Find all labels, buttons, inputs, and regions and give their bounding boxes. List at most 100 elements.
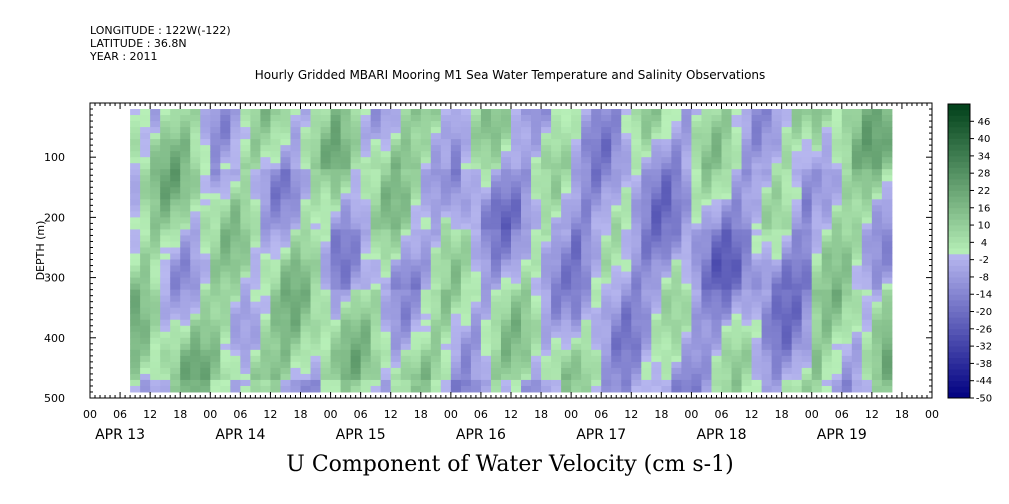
heatmap-cell: [410, 127, 422, 134]
heatmap-cell: [811, 325, 823, 333]
heatmap-cell: [851, 277, 863, 285]
heatmap-cell: [521, 151, 532, 158]
heatmap-cell: [400, 235, 412, 242]
heatmap-cell: [330, 343, 342, 351]
heatmap-cell: [521, 205, 532, 212]
heatmap-cell: [761, 241, 773, 248]
heatmap-cell: [490, 355, 502, 363]
heatmap-cell: [881, 331, 893, 339]
heatmap-cell: [601, 151, 612, 158]
heatmap-cell: [541, 379, 552, 387]
heatmap-cell: [430, 241, 442, 248]
heatmap-cell: [220, 313, 231, 321]
heatmap-cell: [160, 205, 171, 212]
heatmap-cell: [430, 307, 442, 315]
heatmap-cell: [270, 205, 281, 212]
heatmap-cell: [701, 157, 712, 164]
heatmap-cell: [180, 217, 191, 224]
heatmap-cell: [200, 169, 211, 176]
heatmap-cell: [631, 385, 642, 393]
heatmap-cell: [861, 319, 873, 327]
heatmap-cell: [430, 199, 442, 206]
heatmap-cell: [310, 163, 322, 170]
heatmap-cell: [551, 385, 562, 393]
heatmap-cell: [130, 337, 141, 345]
heatmap-cell: [631, 319, 642, 327]
heatmap-cell: [581, 247, 592, 255]
heatmap-cell: [861, 343, 873, 351]
heatmap-cell: [360, 385, 372, 393]
heatmap-cell: [861, 175, 873, 182]
heatmap-cell: [430, 337, 442, 345]
heatmap-cell: [230, 229, 241, 236]
heatmap-cell: [410, 151, 422, 158]
heatmap-cell: [661, 145, 672, 152]
heatmap-cell: [581, 295, 592, 303]
heatmap-cell: [410, 187, 422, 194]
heatmap-cell: [330, 349, 342, 357]
heatmap-cell: [521, 145, 532, 152]
heatmap-cell: [150, 235, 161, 242]
heatmap-cell: [410, 307, 422, 315]
heatmap-cell: [751, 151, 763, 158]
heatmap-cell: [220, 199, 231, 206]
heatmap-cell: [521, 265, 532, 273]
heatmap-cell: [531, 133, 542, 140]
heatmap-cell: [641, 115, 652, 122]
heatmap-cell: [170, 385, 181, 393]
heatmap-cell: [621, 109, 632, 116]
heatmap-cell: [290, 271, 301, 279]
heatmap-cell: [180, 235, 191, 242]
heatmap-cell: [871, 331, 883, 339]
heatmap-cell: [420, 373, 432, 381]
heatmap-cell: [721, 301, 733, 309]
heatmap-cell: [230, 331, 241, 339]
heatmap-cell: [460, 331, 472, 339]
heatmap-cell: [350, 283, 362, 291]
heatmap-cell: [861, 121, 873, 128]
heatmap-cell: [340, 175, 352, 182]
heatmap-cell: [220, 379, 231, 387]
heatmap-cell: [350, 169, 362, 176]
heatmap-cell: [180, 139, 191, 146]
heatmap-cell: [841, 121, 853, 128]
heatmap-cell: [220, 271, 231, 279]
heatmap-cell: [480, 331, 492, 339]
heatmap-cell: [340, 157, 352, 164]
heatmap-cell: [771, 133, 783, 140]
heatmap-cell: [871, 343, 883, 351]
heatmap-cell: [480, 247, 492, 255]
heatmap-cell: [871, 157, 883, 164]
heatmap-cell: [671, 205, 682, 212]
heatmap-cell: [771, 319, 783, 327]
heatmap-cell: [691, 145, 702, 152]
heatmap-cell: [821, 295, 833, 303]
heatmap-cell: [631, 115, 642, 122]
heatmap-cell: [150, 115, 161, 122]
heatmap-cell: [470, 217, 482, 224]
heatmap-cell: [480, 181, 492, 188]
heatmap-cell: [300, 109, 312, 116]
heatmap-cell: [410, 253, 422, 261]
heatmap-cell: [180, 373, 191, 381]
heatmap-cell: [420, 133, 432, 140]
heatmap-cell: [511, 115, 522, 122]
heatmap-cell: [290, 367, 301, 375]
heatmap-cell: [430, 277, 442, 285]
heatmap-cell: [140, 199, 151, 206]
heatmap-cell: [330, 169, 342, 176]
heatmap-cell: [250, 235, 261, 242]
heatmap-cell: [420, 253, 432, 261]
colorbar-label: -50: [976, 394, 992, 405]
heatmap-cell: [841, 361, 853, 369]
heatmap-cell: [410, 325, 422, 333]
heatmap-cell: [250, 253, 261, 261]
heatmap-cell: [170, 229, 181, 236]
heatmap-cell: [821, 163, 833, 170]
heatmap-cell: [871, 355, 883, 363]
heatmap-cell: [150, 145, 161, 152]
heatmap-cell: [671, 313, 682, 321]
heatmap-cell: [170, 247, 181, 255]
heatmap-cell: [280, 127, 291, 134]
heatmap-cell: [701, 217, 712, 224]
